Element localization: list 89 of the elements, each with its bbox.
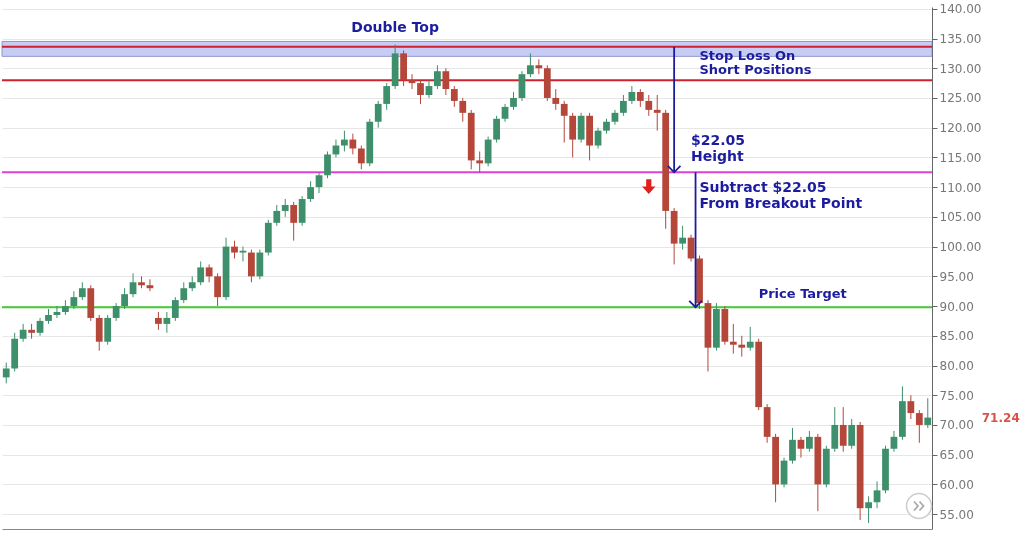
candlestick bbox=[425, 79, 433, 99]
candlestick bbox=[324, 150, 331, 179]
candlestick bbox=[146, 278, 154, 292]
candlestick bbox=[890, 430, 898, 453]
candlestick bbox=[535, 58, 543, 75]
candlestick bbox=[552, 88, 560, 111]
candlestick bbox=[349, 133, 357, 155]
candlestick bbox=[163, 311, 171, 334]
candlestick bbox=[831, 406, 839, 453]
candlestick bbox=[298, 195, 306, 227]
candlestick bbox=[205, 263, 213, 283]
text: 71.24 bbox=[981, 410, 1020, 425]
candlestick bbox=[806, 430, 813, 453]
candlestick bbox=[569, 112, 577, 158]
candlestick bbox=[357, 145, 365, 170]
candlestick bbox=[374, 100, 382, 129]
annotation: Subtract $22.05 From Breakout Point bbox=[699, 178, 863, 211]
candlestick bbox=[341, 130, 348, 152]
y-tick-label: 90.00 bbox=[939, 299, 974, 314]
y-tick-label: 125.00 bbox=[939, 91, 982, 106]
y-tick-label: 100.00 bbox=[939, 240, 982, 255]
y-tick-label: 65.00 bbox=[939, 448, 974, 463]
candlestick bbox=[95, 314, 103, 352]
candlestick bbox=[383, 82, 391, 111]
y-tick-label: 70.00 bbox=[939, 418, 974, 433]
y-tick-label: 110.00 bbox=[939, 180, 982, 195]
candlestick bbox=[273, 204, 281, 227]
candlestick bbox=[315, 171, 323, 194]
candlestick bbox=[53, 305, 61, 319]
candlestick bbox=[789, 427, 796, 465]
candlestick bbox=[408, 73, 416, 90]
y-tick-label: 140.00 bbox=[939, 2, 982, 17]
candlestick bbox=[434, 64, 441, 90]
candlestick bbox=[628, 85, 636, 105]
annotation: $22.05 Height bbox=[691, 131, 746, 164]
y-tick-label: 55.00 bbox=[939, 507, 974, 522]
candlestick bbox=[797, 436, 805, 459]
candlestick bbox=[256, 249, 264, 280]
y-tick-label: 95.00 bbox=[939, 269, 974, 284]
candlestick bbox=[620, 94, 627, 117]
candlestick bbox=[248, 249, 255, 283]
y-tick-label: 75.00 bbox=[939, 388, 974, 403]
candlestick bbox=[907, 394, 915, 420]
candlestick bbox=[645, 94, 653, 117]
candlestick bbox=[873, 480, 881, 509]
candlestick bbox=[417, 79, 424, 105]
candlestick bbox=[2, 362, 10, 384]
y-tick-label: 130.00 bbox=[939, 61, 982, 76]
candlestick bbox=[729, 323, 737, 355]
candlestick bbox=[121, 287, 128, 310]
candlestick bbox=[307, 180, 314, 203]
candlestick bbox=[865, 495, 872, 524]
candlestick bbox=[924, 397, 932, 429]
y-tick-label: 135.00 bbox=[939, 32, 982, 47]
candlestick bbox=[442, 67, 450, 96]
ref-line-label: Price Target bbox=[758, 286, 847, 302]
candlestick bbox=[171, 296, 179, 322]
candlestick bbox=[746, 326, 754, 352]
y-tick-label: 115.00 bbox=[939, 150, 982, 165]
candlestick bbox=[459, 97, 467, 123]
candlestick bbox=[653, 94, 661, 132]
candlestick bbox=[197, 260, 205, 286]
candlestick bbox=[290, 201, 298, 242]
candlestick bbox=[129, 272, 137, 298]
candlestick bbox=[679, 225, 686, 251]
candlestick bbox=[19, 323, 27, 343]
ref-line-label: Stop Loss On Short Positions bbox=[699, 47, 812, 77]
candlestick bbox=[104, 314, 112, 346]
candlestick bbox=[527, 52, 534, 78]
candlestick bbox=[915, 409, 923, 444]
candlestick bbox=[180, 281, 188, 304]
candlestick bbox=[738, 335, 746, 358]
candlestick bbox=[450, 85, 458, 108]
y-tick-label: 60.00 bbox=[939, 477, 974, 492]
candlestick bbox=[484, 136, 492, 167]
candlestick bbox=[560, 100, 568, 144]
candlestick bbox=[239, 246, 247, 262]
y-tick-label: 80.00 bbox=[939, 359, 974, 373]
candlestick bbox=[476, 150, 484, 173]
y-tick-label: 105.00 bbox=[939, 210, 982, 225]
candlestick bbox=[839, 406, 847, 453]
y-tick-label: 120.00 bbox=[939, 121, 982, 136]
candlestick bbox=[70, 290, 78, 310]
candlestick bbox=[493, 115, 500, 144]
candlestick bbox=[577, 112, 585, 144]
candlestick bbox=[848, 418, 856, 450]
y-tick-label: 85.00 bbox=[939, 329, 974, 344]
candlestick bbox=[214, 272, 221, 307]
band-label: Double Top bbox=[351, 19, 439, 36]
